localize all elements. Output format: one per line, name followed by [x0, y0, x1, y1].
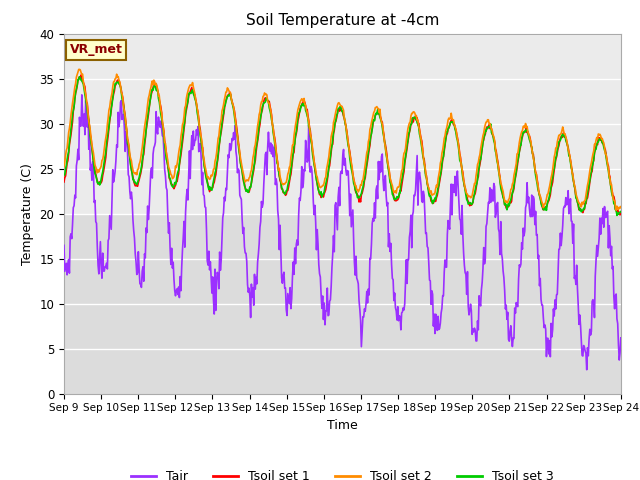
Legend: Tair, Tsoil set 1, Tsoil set 2, Tsoil set 3: Tair, Tsoil set 1, Tsoil set 2, Tsoil se…	[126, 465, 559, 480]
Text: VR_met: VR_met	[70, 43, 122, 56]
Title: Soil Temperature at -4cm: Soil Temperature at -4cm	[246, 13, 439, 28]
Bar	[64, 34, 621, 214]
Bar	[64, 214, 621, 394]
X-axis label: Time: Time	[327, 419, 358, 432]
Y-axis label: Temperature (C): Temperature (C)	[21, 163, 34, 264]
